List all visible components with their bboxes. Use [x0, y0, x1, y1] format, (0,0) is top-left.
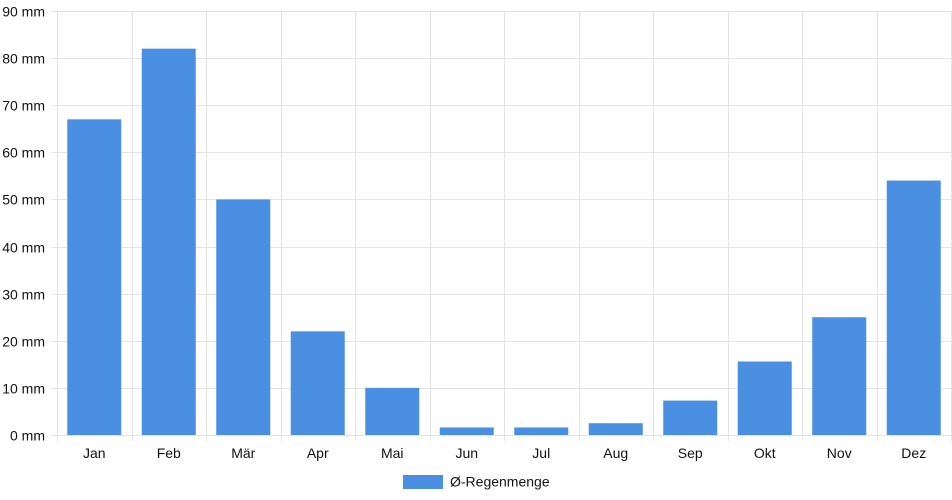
y-tick-label: 0 mm [10, 428, 45, 444]
bar-mär[interactable] [216, 199, 271, 435]
legend-swatch [403, 475, 443, 489]
x-tick-label: Jun [455, 445, 478, 461]
y-tick-label: 20 mm [2, 334, 45, 350]
y-tick-label: 50 mm [2, 192, 45, 208]
y-axis-labels: 0 mm 10 mm 20 mm 30 mm 40 mm 50 mm 60 mm 70 mm 8… [2, 4, 45, 444]
legend-label: Ø-Regenmenge [450, 474, 550, 490]
bar-jan[interactable] [67, 119, 122, 435]
bar-aug[interactable] [588, 423, 643, 435]
legend[interactable]: Ø-Regenmenge [403, 474, 550, 490]
x-tick-label: Dez [901, 445, 926, 461]
x-tick-label: Mai [381, 445, 404, 461]
x-tick-label: Feb [157, 445, 181, 461]
bar-dez[interactable] [886, 180, 941, 435]
bars [67, 48, 941, 435]
y-tick-label: 30 mm [2, 287, 45, 303]
y-tick-label: 40 mm [2, 240, 45, 256]
y-tick-label: 60 mm [2, 145, 45, 161]
x-tick-label: Apr [307, 445, 329, 461]
x-tick-label: Sep [678, 445, 703, 461]
x-tick-label: Aug [603, 445, 628, 461]
y-tick-label: 10 mm [2, 381, 45, 397]
x-tick-label: Jul [532, 445, 550, 461]
x-tick-label: Nov [827, 445, 852, 461]
x-tick-label: Jan [83, 445, 106, 461]
bar-mai[interactable] [365, 387, 420, 435]
bar-feb[interactable] [141, 48, 196, 435]
y-tick-label: 80 mm [2, 51, 45, 67]
x-tick-label: Okt [754, 445, 776, 461]
bar-okt[interactable] [737, 361, 792, 435]
x-axis-labels: Jan Feb Mär Apr Mai Jun Jul Aug Sep Okt Nov Dez [83, 445, 926, 461]
bar-jun[interactable] [439, 427, 494, 435]
bar-jul[interactable] [514, 427, 569, 435]
x-tick-label: Mär [231, 445, 255, 461]
bar-apr[interactable] [290, 331, 345, 435]
bar-sep[interactable] [663, 400, 718, 435]
bar-nov[interactable] [812, 317, 867, 435]
y-tick-label: 90 mm [2, 4, 45, 20]
y-tick-label: 70 mm [2, 98, 45, 114]
